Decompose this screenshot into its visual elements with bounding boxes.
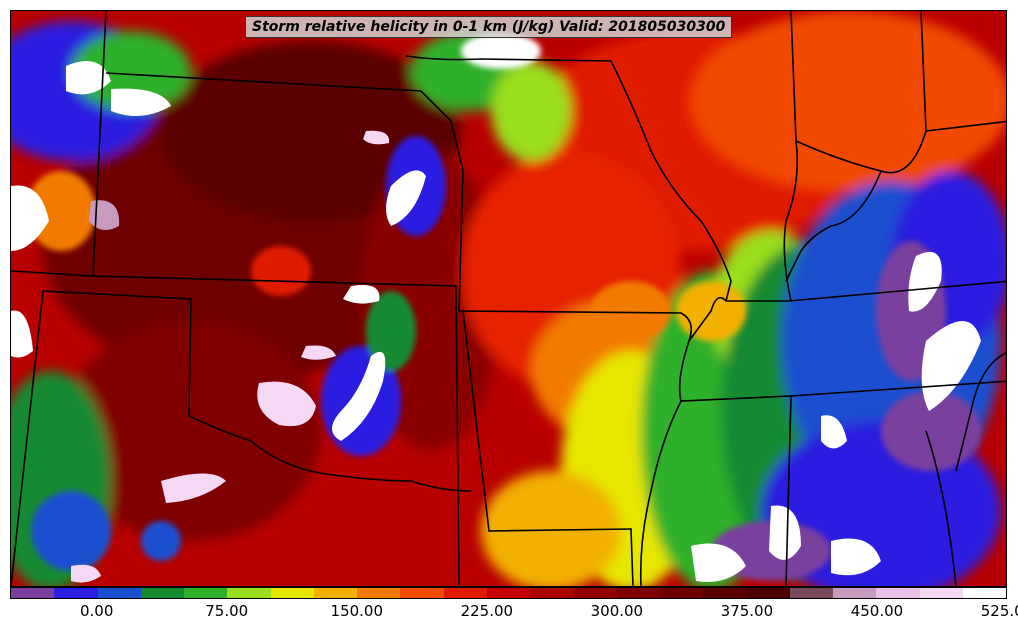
map-panel <box>10 10 1007 587</box>
colorbar-tick-label: 375.00 <box>720 602 774 620</box>
colorbar-swatch <box>833 588 877 598</box>
colorbar-tick-label: 75.00 <box>205 602 249 620</box>
colorbar-swatch <box>616 588 660 598</box>
colorbar-tick-label: 525.00 <box>980 602 1018 620</box>
colorbar-tick-label: 150.00 <box>330 602 384 620</box>
helicity-map <box>11 11 1006 586</box>
colorbar-tick-label: 450.00 <box>850 602 904 620</box>
colorbar-swatch <box>357 588 401 598</box>
colorbar-swatch <box>11 588 55 598</box>
colorbar-swatch <box>97 588 141 598</box>
colorbar-swatch <box>227 588 271 598</box>
colorbar-swatch <box>703 588 747 598</box>
colorbar-swatch <box>184 588 228 598</box>
state-boundary-lines <box>11 11 1006 586</box>
colorbar-swatch <box>573 588 617 598</box>
colorbar-swatch <box>443 588 487 598</box>
colorbar-tick-labels: 0.00 75.00 150.00 225.00 300.00 375.00 450.00 5… <box>10 600 1018 630</box>
colorbar <box>10 587 1007 599</box>
extreme-value-patches <box>11 61 981 583</box>
colorbar-swatch <box>659 588 704 598</box>
colorbar-swatch <box>270 588 314 598</box>
colorbar-swatch <box>140 588 185 598</box>
colorbar-swatch <box>54 588 98 598</box>
colorbar-swatch <box>962 588 1007 598</box>
colorbar-tick-label: 0.00 <box>79 602 114 620</box>
colorbar-swatch <box>789 588 834 598</box>
colorbar-swatch <box>919 588 963 598</box>
colorbar-tick-label: 300.00 <box>590 602 644 620</box>
map-title: Storm relative helicity in 0-1 km (J/kg)… <box>245 16 733 38</box>
colorbar-swatch <box>400 588 444 598</box>
colorbar-tick-label: 225.00 <box>460 602 514 620</box>
colorbar-swatch <box>486 588 531 598</box>
colorbar-swatch <box>313 588 358 598</box>
colorbar-swatch <box>876 588 920 598</box>
colorbar-swatch <box>746 588 790 598</box>
colorbar-swatch <box>530 588 574 598</box>
